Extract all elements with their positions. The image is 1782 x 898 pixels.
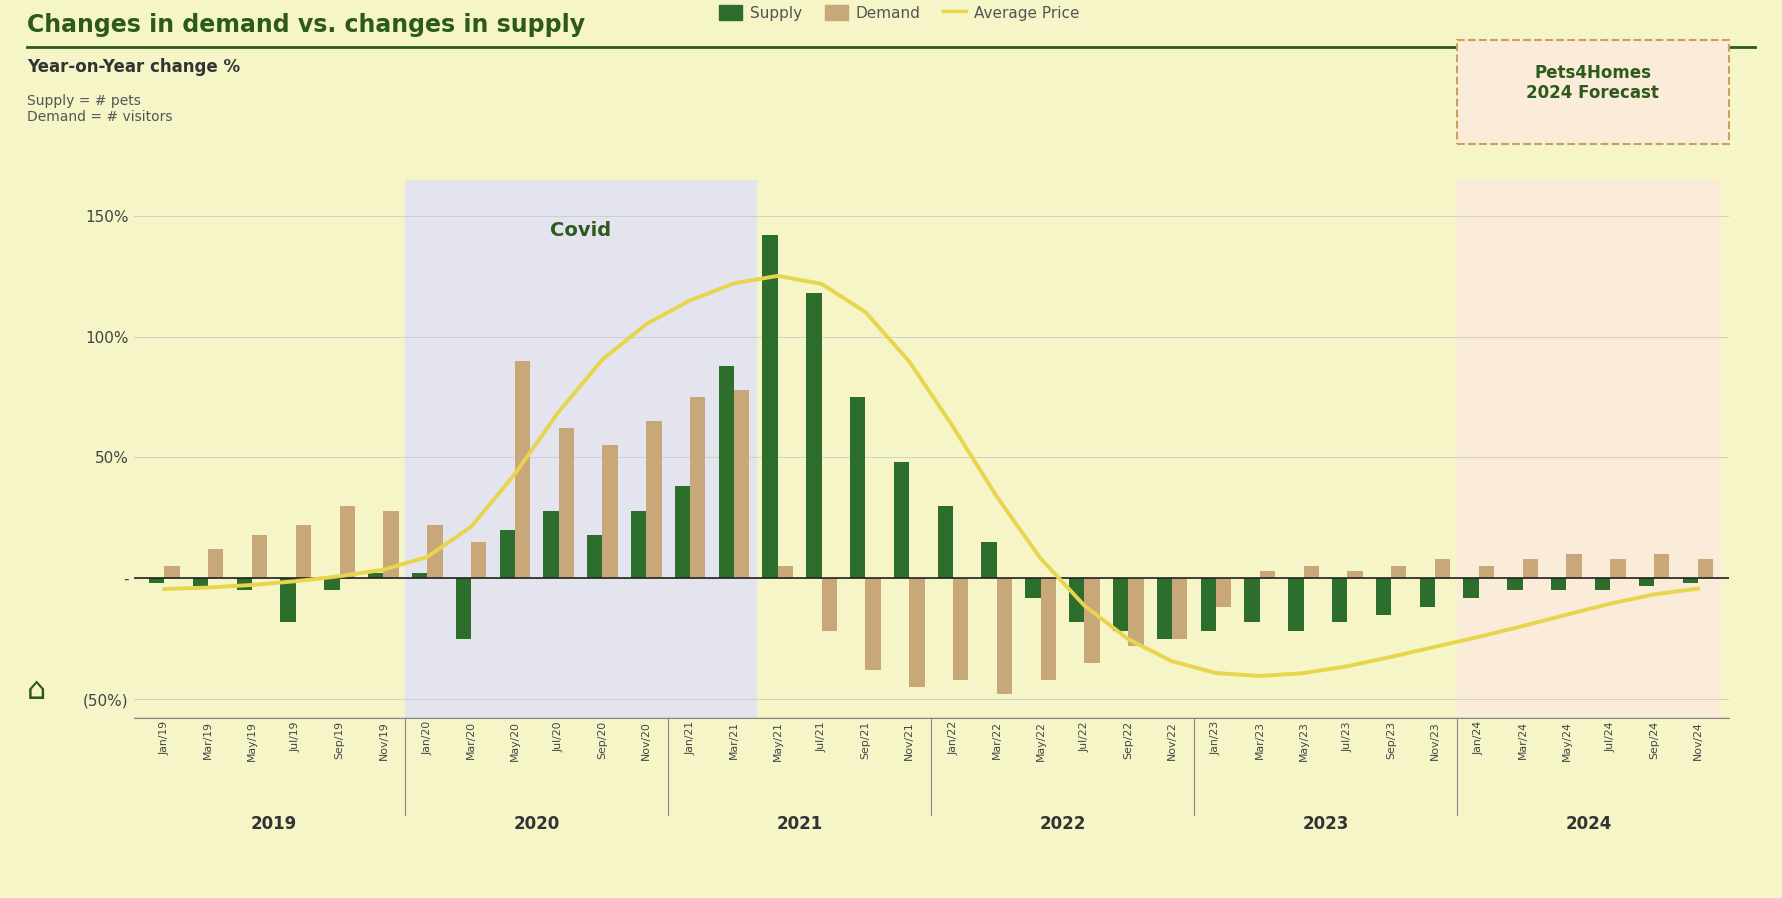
Legend: Supply, Demand, Average Price: Supply, Demand, Average Price (713, 0, 1085, 27)
Bar (1566, 554, 1582, 578)
Bar (805, 293, 822, 578)
Bar (1392, 566, 1406, 578)
Bar (763, 235, 777, 578)
Bar (369, 574, 383, 578)
Text: ⌂: ⌂ (27, 676, 46, 705)
Bar (340, 506, 355, 578)
Bar (560, 428, 574, 578)
Text: 2023: 2023 (1303, 815, 1349, 833)
Bar (515, 361, 531, 578)
Bar (777, 566, 793, 578)
Text: Pets4Homes
2024 Forecast: Pets4Homes 2024 Forecast (1525, 64, 1659, 102)
Bar (499, 530, 515, 578)
Text: 2024: 2024 (1565, 815, 1611, 833)
Bar (1595, 578, 1611, 590)
Bar (1288, 578, 1303, 631)
Bar (996, 578, 1012, 694)
Bar (237, 578, 251, 590)
Bar (1376, 578, 1392, 614)
Bar (1435, 559, 1451, 578)
Bar (1458, 180, 1720, 718)
Bar (982, 542, 996, 578)
Bar (866, 578, 880, 670)
Bar (1215, 578, 1231, 607)
Bar (164, 566, 180, 578)
Bar (586, 535, 602, 578)
Bar (428, 525, 442, 578)
Bar (192, 578, 208, 585)
Bar (150, 578, 164, 583)
Bar (1550, 578, 1566, 590)
Text: Changes in demand vs. changes in supply: Changes in demand vs. changes in supply (27, 13, 584, 38)
Bar (631, 511, 647, 578)
Bar (1260, 571, 1276, 578)
Bar (1654, 554, 1670, 578)
Bar (690, 397, 706, 578)
Bar (1157, 578, 1173, 638)
Bar (412, 574, 428, 578)
Bar (1331, 578, 1347, 621)
Bar (208, 550, 223, 578)
Bar (1128, 578, 1144, 646)
Bar (544, 511, 560, 578)
Text: 2019: 2019 (251, 815, 298, 833)
Bar (1479, 566, 1493, 578)
Bar (647, 421, 661, 578)
Text: 2022: 2022 (1039, 815, 1085, 833)
Bar (1114, 578, 1128, 631)
Text: Year-on-Year change %: Year-on-Year change % (27, 58, 241, 76)
Text: 2021: 2021 (777, 815, 823, 833)
Bar (909, 578, 925, 687)
Bar (296, 525, 312, 578)
Text: 2020: 2020 (513, 815, 560, 833)
Bar (470, 542, 486, 578)
Bar (251, 535, 267, 578)
Bar (280, 578, 296, 621)
Bar (1611, 559, 1625, 578)
Bar (1244, 578, 1260, 621)
Bar (1463, 578, 1479, 597)
Bar (324, 578, 340, 590)
Bar (383, 511, 399, 578)
Bar (1508, 578, 1522, 590)
Bar (1041, 578, 1057, 680)
Text: Covid: Covid (551, 221, 611, 240)
Bar (1522, 559, 1538, 578)
Bar (937, 506, 953, 578)
Bar (602, 445, 618, 578)
Bar (675, 487, 690, 578)
Text: Supply = # pets
Demand = # visitors: Supply = # pets Demand = # visitors (27, 94, 173, 125)
Bar (822, 578, 838, 631)
Bar (1085, 578, 1099, 663)
Bar (718, 365, 734, 578)
Bar (405, 180, 756, 718)
Bar (1173, 578, 1187, 638)
Bar (953, 578, 968, 680)
Bar (1639, 578, 1654, 585)
Bar (1303, 566, 1319, 578)
Bar (1025, 578, 1041, 597)
Bar (1420, 578, 1435, 607)
Bar (850, 397, 866, 578)
Bar (895, 462, 909, 578)
Bar (1682, 578, 1698, 583)
Bar (1201, 578, 1215, 631)
Bar (1069, 578, 1085, 621)
Bar (1698, 559, 1713, 578)
Bar (456, 578, 470, 638)
Bar (1347, 571, 1363, 578)
Bar (734, 390, 748, 578)
